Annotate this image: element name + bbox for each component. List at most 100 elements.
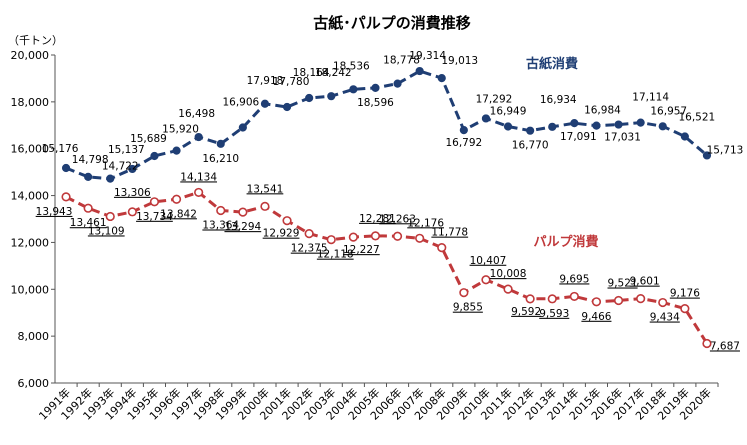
series-1-data-label: 10,407 — [470, 255, 507, 267]
series-1-point — [260, 201, 270, 211]
series-0-point — [305, 93, 314, 103]
series-0-point — [437, 74, 446, 83]
y-tick-label: 12,000 — [11, 236, 50, 249]
series-1-point — [326, 235, 336, 245]
series-0-data-label: 17,292 — [476, 93, 513, 105]
series-0-data-label: 19,013 — [441, 55, 478, 67]
series-1-data-label: 13,842 — [160, 208, 197, 220]
series-1-data-label: 9,592 — [511, 306, 541, 318]
series-0-data-label: 18,242 — [315, 67, 352, 79]
series-0-data-label: 16,906 — [222, 96, 259, 108]
series-1-data-label: 9,695 — [559, 273, 589, 285]
series-1-data-label: 10,008 — [490, 268, 527, 280]
series-1-data-label: 12,263 — [379, 213, 416, 225]
series-1-point — [702, 338, 712, 349]
series-0-point — [592, 121, 601, 130]
series-0-data-label: 17,918 — [247, 75, 284, 87]
series-0-data-label: 16,210 — [202, 153, 239, 165]
series-0-point — [614, 120, 623, 129]
y-tick-label: 8,000 — [18, 330, 50, 343]
series-0-point — [84, 172, 93, 181]
series-1-point — [149, 197, 160, 207]
series-0-data-label: 18,536 — [333, 60, 370, 72]
series-0-data-label: 15,176 — [42, 143, 79, 155]
series-0-point — [238, 123, 247, 132]
y-tick-labels: 6,000 8,000 10,000 12,000 14,000 16,000 18,000… — [11, 49, 55, 390]
series-1-data-label: 12,176 — [407, 217, 444, 229]
series-1-point — [348, 232, 358, 242]
y-tick-label: 10,000 — [11, 283, 50, 296]
series-0-data-label: 15,689 — [130, 133, 167, 145]
series-name-1: パルプ消費 — [533, 234, 598, 250]
series-0-point — [216, 139, 225, 148]
series-1-data-label: 12,929 — [263, 228, 300, 240]
series-1-point — [591, 297, 602, 307]
y-tick-label: 18,000 — [11, 96, 50, 109]
series-0-point — [415, 66, 424, 76]
series-0-data-label: 16,949 — [490, 105, 527, 117]
series-1-data-label: 7,687 — [710, 340, 740, 352]
series-1-point — [613, 295, 624, 306]
series-0-point — [150, 151, 159, 161]
series-1-point — [437, 243, 447, 253]
series-0-data-label: 15,137 — [108, 144, 145, 156]
series-1-point — [370, 231, 381, 241]
series-1-point — [238, 207, 248, 217]
series-0-point — [128, 164, 137, 174]
series-0-data-label: 17,780 — [273, 76, 310, 88]
series-0-data-label: 14,798 — [72, 154, 109, 166]
series-0-data-label: 18,778 — [383, 55, 420, 67]
series-0-data-label: 16,770 — [512, 140, 549, 152]
series-1-point — [61, 192, 71, 202]
series-0-data-label: 16,984 — [584, 105, 621, 117]
series-0-data-label: 17,091 — [560, 131, 597, 143]
series-1-data-label: 13,109 — [88, 225, 125, 237]
series-1-data-label: 9,466 — [581, 311, 611, 323]
series-name-0: 古紙消費 — [526, 56, 578, 72]
series-0-data-label: 18,164 — [293, 67, 330, 79]
series-0-data-label: 15,713 — [707, 144, 744, 156]
series-0-point — [548, 122, 557, 131]
series-1-point — [459, 288, 469, 298]
series-1-data-label: 9,593 — [539, 308, 569, 320]
series-1-point — [525, 294, 535, 304]
y-tick-label: 6,000 — [18, 377, 50, 390]
series-1-point — [680, 303, 690, 314]
series-0-point — [282, 102, 292, 112]
series-1-point — [216, 205, 226, 216]
series-0-point — [526, 126, 535, 135]
series-0-point — [194, 132, 203, 142]
series-1-data-label: 14,134 — [180, 171, 217, 183]
series-1-data-label: 13,306 — [114, 187, 151, 199]
series-1-point — [83, 203, 93, 213]
series-0-data-label: 17,031 — [604, 132, 641, 144]
series-1-data-label: 11,778 — [431, 227, 468, 239]
series-1-point — [636, 294, 646, 304]
series-0-data-label: 16,934 — [540, 94, 577, 106]
series-0-data-label: 18,596 — [357, 97, 394, 109]
series-0-point — [260, 99, 270, 108]
series-0-point — [327, 92, 336, 101]
series-1-data-label: 9,434 — [650, 312, 680, 324]
series-1-point — [105, 211, 115, 222]
series-1-data-label: 13,541 — [247, 183, 284, 195]
unit-label: （千トン） — [8, 34, 63, 47]
y-tick-label: 20,000 — [11, 49, 50, 62]
series-0-point — [636, 118, 645, 127]
series-1-point — [415, 233, 425, 243]
series-0-point — [459, 126, 468, 135]
series-0-point — [106, 174, 115, 183]
series-0-point — [503, 122, 513, 131]
y-tick-label: 14,000 — [11, 190, 50, 203]
series-1-point — [569, 291, 579, 302]
series-1-point — [658, 297, 668, 308]
series-1-point — [481, 275, 491, 285]
series-0-data-label: 19,314 — [409, 50, 446, 62]
series-1-point — [392, 231, 403, 241]
series-0-data-label: 14,722 — [102, 161, 139, 173]
series-0-point — [680, 132, 689, 141]
series-1-data-label: 13,461 — [70, 217, 107, 229]
